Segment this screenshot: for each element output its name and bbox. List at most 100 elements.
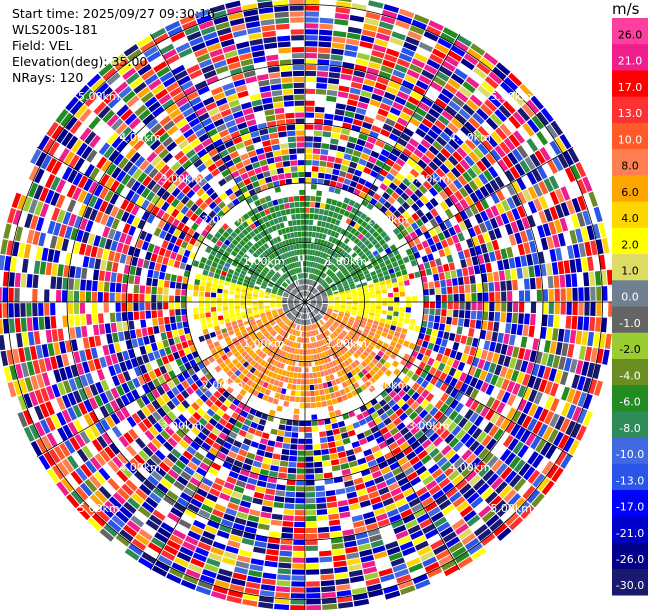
velocity-gate [309, 286, 312, 292]
velocity-gate [524, 313, 530, 325]
velocity-gate [369, 465, 380, 474]
velocity-gate [398, 316, 405, 323]
velocity-gate [340, 302, 346, 304]
velocity-gate [141, 327, 148, 337]
velocity-gate [311, 255, 315, 262]
velocity-gate [513, 477, 527, 492]
velocity-gate [289, 396, 296, 402]
velocity-gate [351, 336, 358, 343]
velocity-gate [170, 323, 177, 331]
velocity-gate [246, 413, 255, 421]
velocity-gate [194, 421, 204, 431]
velocity-gate [351, 291, 357, 295]
velocity-gate [228, 470, 239, 479]
velocity-gate [147, 269, 154, 278]
velocity-gate [517, 107, 531, 122]
velocity-gate [212, 277, 219, 284]
velocity-gate [308, 355, 312, 361]
velocity-gate [86, 279, 92, 291]
velocity-gate [307, 319, 310, 325]
velocity-gate [389, 244, 397, 252]
velocity-gate [238, 505, 250, 514]
velocity-gate [382, 270, 389, 276]
velocity-gate [320, 149, 329, 155]
velocity-gate [306, 307, 309, 313]
velocity-gate [79, 291, 86, 302]
velocity-gate [454, 202, 464, 213]
velocity-gate [335, 270, 342, 276]
velocity-gate [485, 330, 493, 341]
velocity-gate [309, 331, 313, 337]
velocity-gate [151, 294, 157, 302]
velocity-gate [374, 38, 389, 48]
velocity-gate [276, 484, 286, 491]
velocity-gate [393, 292, 400, 297]
velocity-gate [314, 316, 319, 322]
velocity-gate [434, 315, 441, 323]
velocity-gate [400, 47, 415, 57]
velocity-gate [473, 224, 482, 236]
velocity-gate [240, 302, 246, 306]
velocity-gate [384, 209, 393, 218]
velocity-gate [517, 398, 528, 412]
velocity-gate [197, 541, 212, 552]
velocity-gate [293, 342, 297, 348]
velocity-gate [312, 288, 317, 294]
velocity-gate [310, 318, 314, 324]
velocity-gate [210, 546, 225, 556]
velocity-gate [541, 314, 548, 327]
velocity-gate [150, 537, 166, 549]
velocity-gate [314, 308, 320, 312]
velocity-gate [589, 316, 596, 332]
velocity-gate [322, 382, 328, 389]
velocity-gate [365, 11, 381, 21]
velocity-gate [560, 186, 571, 201]
velocity-gate [306, 307, 308, 313]
velocity-gate [463, 487, 476, 500]
velocity-gate [362, 246, 369, 254]
velocity-gate [202, 530, 216, 541]
velocity-gate [306, 569, 320, 575]
velocity-gate [326, 343, 332, 349]
velocity-gate [596, 302, 602, 317]
velocity-gate [522, 188, 533, 202]
velocity-gate [333, 163, 342, 170]
velocity-gate [392, 69, 406, 79]
velocity-gate [327, 83, 339, 91]
velocity-gate [483, 252, 491, 263]
velocity-gate [575, 425, 587, 441]
velocity-gate [345, 217, 352, 225]
velocity-gate [252, 180, 260, 188]
velocity-gate [400, 508, 413, 519]
velocity-gate [600, 270, 608, 286]
velocity-gate [429, 53, 444, 65]
velocity-gate [275, 334, 281, 340]
velocity-gate [137, 337, 145, 347]
velocity-gate [340, 242, 347, 249]
velocity-gate [261, 432, 270, 440]
velocity-gate [323, 179, 331, 186]
velocity-gate [446, 316, 453, 325]
velocity-gate [292, 323, 296, 329]
velocity-gate [349, 503, 361, 511]
velocity-gate [471, 256, 479, 266]
velocity-gate [260, 584, 276, 592]
velocity-gate [535, 277, 542, 289]
velocity-gate [360, 334, 367, 341]
velocity-gate [288, 321, 293, 327]
velocity-gate [423, 364, 432, 373]
velocity-gate [543, 340, 551, 353]
velocity-gate [267, 371, 274, 378]
velocity-gate [250, 441, 260, 449]
velocity-gate [410, 193, 419, 203]
velocity-gate [292, 551, 305, 557]
velocity-gate [373, 430, 382, 439]
velocity-gate [150, 454, 162, 465]
velocity-gate [110, 272, 117, 283]
velocity-gate [477, 143, 489, 156]
velocity-gate [464, 218, 473, 229]
velocity-gate [549, 341, 557, 354]
velocity-gate [214, 477, 226, 486]
velocity-gate [321, 233, 327, 240]
velocity-gate [297, 325, 301, 331]
